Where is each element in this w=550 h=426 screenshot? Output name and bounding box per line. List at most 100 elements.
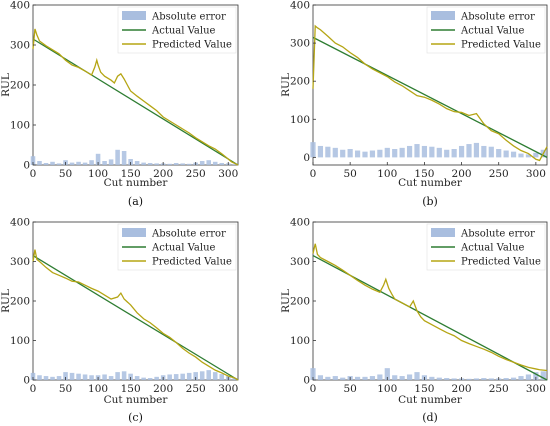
error-bar [436,377,442,380]
x-tick-label: 0 [30,383,37,395]
error-bar [525,374,532,380]
actual-value-line [312,36,548,158]
legend-swatch-error [431,11,455,20]
error-bar [121,371,127,380]
error-bar [384,368,390,380]
error-bar [496,149,502,158]
error-bar [199,161,205,165]
x-tick-label: 50 [59,168,72,180]
error-bar [340,377,346,380]
y-tick-label: 0 [303,375,310,387]
error-bar [108,376,114,380]
error-bar [473,142,480,158]
error-bar [69,162,75,165]
error-bar [141,162,146,165]
error-bar [56,163,62,165]
error-bar [186,372,192,380]
error-bar [173,163,179,165]
y-tick-label: 300 [10,256,30,268]
legend-label: Actual Value [460,243,525,254]
x-axis-label: Cut number [398,177,463,189]
error-bar [406,145,413,158]
error-bar [219,163,225,165]
error-bar [399,376,405,380]
error-bar [325,376,331,380]
error-bar [347,149,353,158]
y-tick-label: 0 [23,375,30,387]
x-tick-label: 100 [88,168,108,180]
error-bar [503,378,509,380]
error-bar [451,378,457,380]
error-bar [186,163,192,165]
error-bar [510,377,517,380]
x-tick-label: 50 [343,383,356,395]
error-bar [332,376,338,380]
error-bar [167,374,172,380]
error-bar [115,149,120,165]
error-bar [102,161,107,165]
error-bar [89,160,94,165]
error-bar [481,378,487,380]
error-bar [362,376,368,380]
legend-label: Predicted Value [461,257,541,268]
legend-label: Actual Value [151,26,216,37]
error-bar [56,376,62,380]
error-bar [76,161,81,165]
x-tick-label: 200 [153,383,173,395]
x-axis-label: Cut number [104,177,169,189]
error-bar [518,153,524,158]
y-axis-label: RUL [280,289,292,313]
y-tick-label: 200 [290,76,310,88]
error-bar [180,373,185,380]
error-bar [167,163,172,165]
legend-swatch-error [122,228,146,237]
error-bar [37,375,42,380]
error-bar [444,149,450,158]
error-bar [180,163,185,165]
y-tick-label: 100 [10,120,30,132]
error-bar [525,154,532,158]
error-bar [43,163,49,165]
error-bar [199,371,205,380]
legend-label: Absolute error [460,229,535,240]
x-tick-label: 200 [153,168,173,180]
x-tick-label: 250 [489,383,509,395]
error-bar [451,149,457,158]
actual-value-line [32,38,239,166]
legend: Absolute error Actual Value Predicted Valu… [426,223,546,271]
x-tick-label: 0 [30,168,37,180]
error-bar [332,147,338,158]
x-tick-label: 250 [489,168,509,180]
legend-label: Actual Value [151,243,216,254]
x-tick-label: 100 [88,383,108,395]
legend: Absolute error Actual Value Predicted Valu… [117,6,237,54]
predicted-value-line [32,249,239,381]
error-bar [141,377,146,380]
error-bar [82,162,88,165]
x-tick-label: 250 [186,168,206,180]
error-bar [154,376,159,380]
error-bar [533,152,539,158]
error-bar [392,149,398,158]
y-axis-label: RUL [0,73,12,97]
x-tick-label: 100 [377,383,397,395]
error-bar [219,374,225,380]
error-bar [377,149,383,158]
y-tick-label: 100 [290,114,310,126]
x-tick-label: 0 [310,168,317,180]
error-bar [89,375,94,380]
error-bar [340,149,346,158]
error-bar [95,153,101,165]
error-bar [310,142,316,158]
y-tick-label: 200 [10,80,30,92]
error-bar [325,146,331,158]
error-bar [43,376,49,380]
x-axis-label: Cut number [104,394,169,406]
x-tick-label: 200 [452,168,472,180]
error-bar [50,376,55,380]
error-bar [429,376,435,380]
error-bar [362,151,368,158]
error-bar [473,378,480,380]
error-bar [481,145,487,158]
